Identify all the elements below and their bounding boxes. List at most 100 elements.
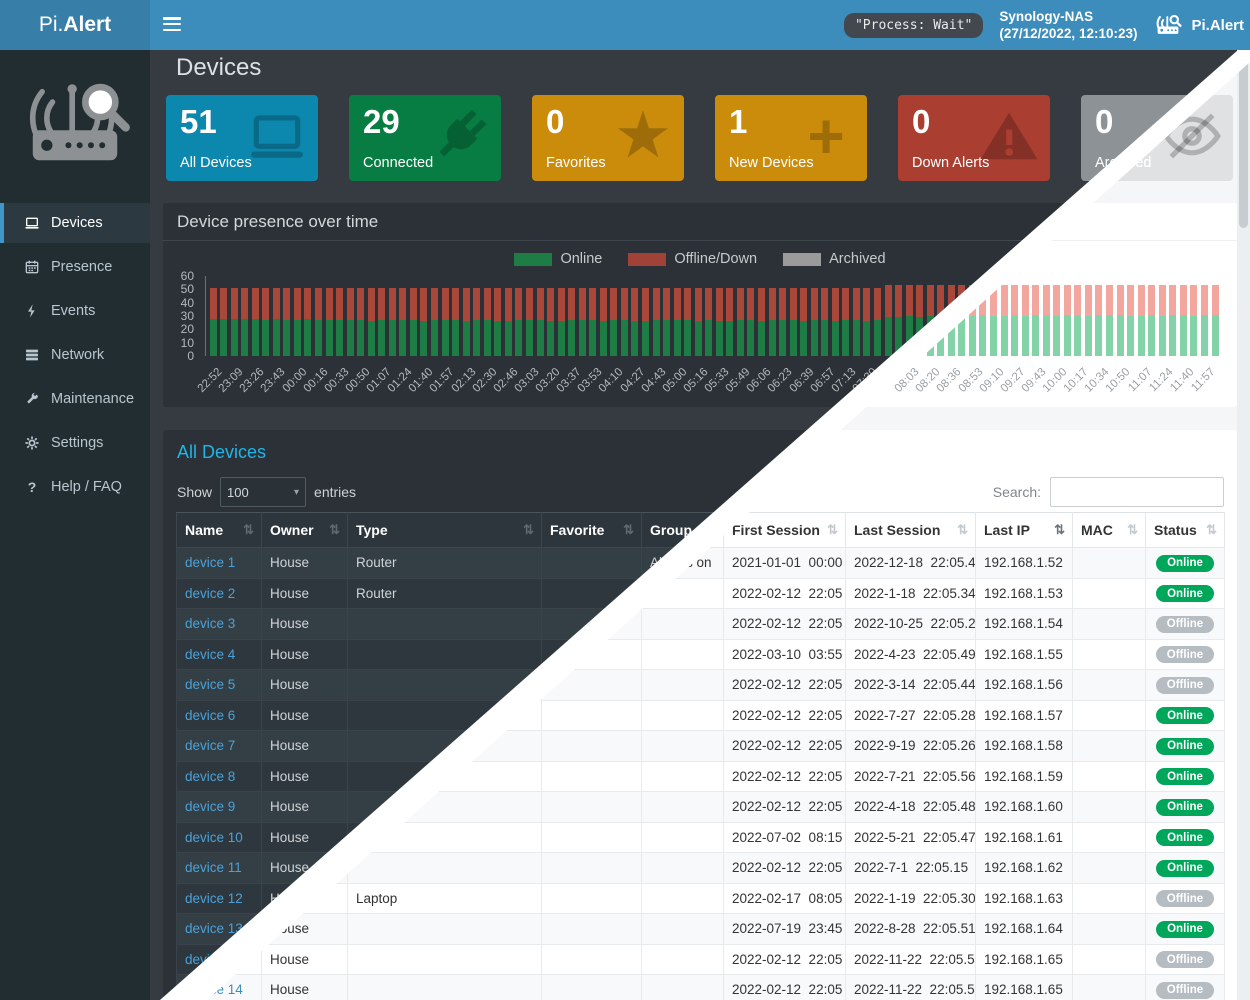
y-tick-label: 20 [180, 322, 194, 337]
pialert-logo [0, 50, 150, 193]
network-icon [24, 347, 40, 363]
device-link[interactable]: device 5 [185, 677, 236, 693]
summary-card-connected[interactable]: 29 Connected [349, 95, 501, 181]
presence-bar [1148, 285, 1156, 356]
device-row: device 12HouseLaptop2022-02-17 08:052022… [203, 882, 1225, 914]
cell-first: 2022-02-12 22:05 [723, 852, 846, 884]
cell-last: 2022-9-19 22:05.26 [845, 730, 976, 762]
cell-favorite [541, 821, 642, 853]
cell-owner: House [261, 730, 348, 762]
device-row: device 14House2022-02-12 22:052022-11-22… [203, 943, 1225, 975]
device-link[interactable]: device 13 [185, 921, 243, 937]
column-header-favorite[interactable]: ⇅ Favorite [541, 512, 642, 548]
presence-bar [1137, 285, 1145, 356]
sidebar-item-help-faq[interactable]: ? Help / FAQ [0, 467, 150, 507]
device-link[interactable]: device 4 [185, 646, 236, 662]
cell-status: Offline [1145, 638, 1225, 670]
presence-bar [409, 288, 417, 356]
status-badge: Online [1156, 768, 1214, 785]
device-link[interactable]: device 9 [185, 799, 236, 815]
cell-owner: House [261, 699, 348, 731]
column-header-group[interactable]: ⇅ Group [641, 512, 724, 548]
cell-group [641, 791, 724, 823]
device-link[interactable]: device 6 [185, 707, 236, 723]
y-tick-label: 0 [187, 348, 194, 363]
column-header-owner[interactable]: ⇅ Owner [261, 512, 348, 548]
device-link[interactable]: device 8 [185, 768, 236, 784]
status-badge: Offline [1156, 676, 1214, 694]
cell-ip: 192.168.1.61 [975, 821, 1073, 853]
device-link[interactable]: device 11 [185, 860, 242, 876]
presence-bar [1179, 285, 1187, 356]
host-info: Synology-NAS (27/12/2022, 12:10:23) [999, 8, 1137, 42]
presence-bar [325, 288, 333, 356]
cell-status: Offline [1145, 608, 1225, 640]
sort-icon: ⇅ [329, 522, 340, 537]
sidebar-item-network[interactable]: Network [0, 335, 150, 375]
sort-icon: ⇅ [1054, 522, 1065, 537]
cell-mac [1072, 821, 1146, 853]
cell-status: Online [1145, 577, 1225, 609]
cell-first: 2022-02-12 22:05 [723, 791, 846, 823]
cell-status: Offline [1145, 943, 1225, 975]
presence-bar [525, 288, 533, 356]
presence-bar [1169, 285, 1177, 356]
device-link[interactable]: device 3 [185, 616, 236, 632]
sidebar-item-settings[interactable]: Settings [0, 423, 150, 463]
cell-owner: House [261, 821, 348, 853]
device-link[interactable]: device 10 [185, 829, 243, 845]
page-length-select[interactable]: 100 ▾ [220, 477, 307, 507]
offline-swatch-icon [628, 252, 667, 266]
card-value: 0 [546, 103, 565, 140]
cell-name: device 4 [176, 638, 262, 670]
device-link[interactable]: device 7 [185, 738, 236, 754]
sidebar-item-maintenance[interactable]: Maintenance [0, 379, 150, 419]
presence-bar [757, 288, 765, 356]
cell-mac [1072, 699, 1146, 731]
cell-mac [1072, 608, 1146, 640]
cell-last: 2022-1-18 22:05.34 [845, 577, 976, 609]
column-header-type[interactable]: ⇅ Type [347, 512, 542, 548]
cell-status: Online [1145, 913, 1225, 945]
cell-last: 2022-10-25 22:05.23 [845, 608, 976, 640]
presence-bar [789, 288, 797, 356]
brand-logo[interactable]: Pi. Alert [0, 0, 150, 50]
cell-group [641, 852, 724, 884]
column-header-name[interactable]: ⇅ Name [176, 512, 262, 548]
summary-card-favorites[interactable]: 0 Favorites ★ [532, 95, 684, 181]
presence-bar [663, 288, 671, 356]
plug-icon [427, 103, 493, 169]
search-control: Search: [993, 477, 1224, 507]
cell-name: device 6 [176, 699, 262, 731]
y-tick-label: 30 [180, 308, 194, 323]
cell-mac [1072, 852, 1146, 884]
cell-group [641, 699, 724, 731]
cell-ip: 192.168.1.65 [975, 974, 1073, 1000]
device-link[interactable]: device 14 [185, 951, 243, 967]
hamburger-menu-icon[interactable] [163, 17, 181, 33]
cell-favorite [541, 974, 642, 1000]
sidebar-item-events[interactable]: Events [0, 291, 150, 331]
cell-owner: House [261, 577, 348, 609]
summary-card-new-devices[interactable]: 1 New Devices + [715, 95, 867, 181]
presence-bar [420, 288, 428, 356]
device-link[interactable]: device 2 [185, 585, 236, 601]
presence-bar [272, 288, 280, 356]
entries-label: entries [314, 484, 357, 500]
device-link[interactable]: device 12 [185, 890, 243, 906]
summary-card-all-devices[interactable]: 51 All Devices [166, 95, 318, 181]
cell-ip: 192.168.1.54 [975, 608, 1073, 640]
device-link[interactable]: device 1 [185, 555, 236, 571]
presence-bar [315, 288, 323, 356]
cell-owner: House [261, 669, 348, 701]
presence-bar [262, 288, 270, 356]
sidebar-item-devices[interactable]: Devices [0, 203, 150, 243]
cell-favorite [541, 730, 642, 762]
cell-group [641, 608, 724, 640]
presence-bar [884, 285, 892, 356]
sidebar-item-presence[interactable]: Presence [0, 247, 150, 287]
summary-card-down-alerts[interactable]: 0 Down Alerts [898, 95, 1050, 181]
cell-ip: 192.168.1.65 [975, 943, 1073, 975]
presence-bar [241, 288, 249, 356]
cell-name: device 11 [176, 852, 262, 884]
